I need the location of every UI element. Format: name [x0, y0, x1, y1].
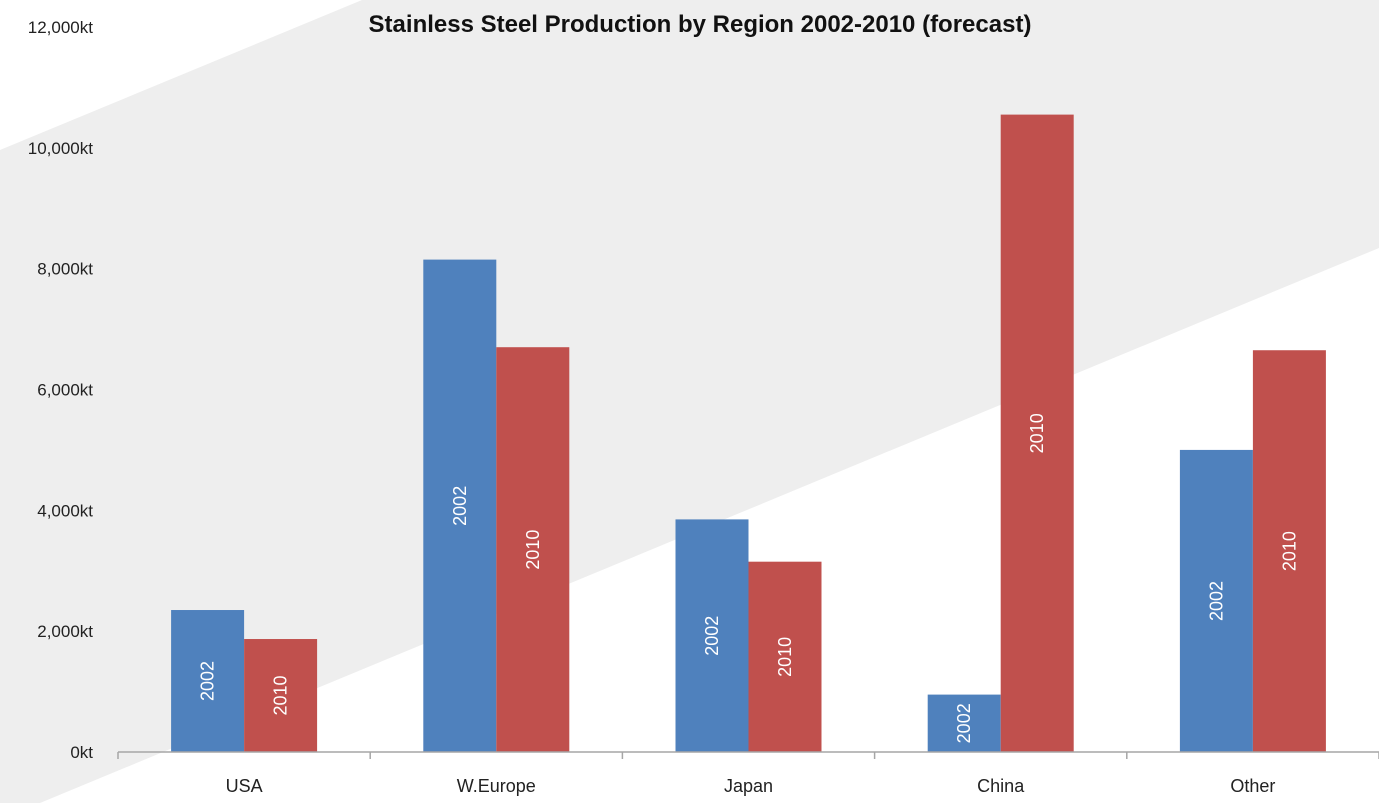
bar-2010-usa [244, 639, 318, 752]
bar-2010-japan [748, 561, 822, 752]
bar-data-label: 2010 [1279, 531, 1299, 571]
x-axis-labels: USA W.Europe Japan China Other [226, 776, 1276, 796]
bar-data-label: 2002 [702, 616, 722, 656]
bar-2010-other [1252, 350, 1326, 752]
bar-2010-w-europe [496, 347, 570, 752]
x-category-label: China [977, 776, 1025, 796]
bar-data-label: 2010 [775, 637, 795, 677]
bar-data-label: 2002 [1206, 581, 1226, 621]
x-category-label: USA [226, 776, 263, 796]
chart-title: Stainless Steel Production by Region 200… [369, 11, 1032, 38]
y-tick-label: 6,000kt [37, 381, 93, 400]
y-tick-label: 10,000kt [28, 139, 93, 158]
bar-2002-japan [675, 519, 749, 752]
bar-2002-usa [171, 610, 245, 752]
bar-labels: 2002 2010 2002 2010 2002 2010 2002 2010 2002 2010 [198, 413, 1300, 743]
bar-data-label: 2010 [523, 530, 543, 570]
bars [171, 114, 1326, 752]
y-tick-label: 2,000kt [37, 622, 93, 641]
bar-2002-china [927, 694, 1001, 752]
y-tick-label: 8,000kt [37, 260, 93, 279]
bar-data-label: 2010 [1027, 413, 1047, 453]
y-tick-label: 12,000kt [28, 18, 93, 37]
bar-data-label: 2002 [450, 486, 470, 526]
x-category-label: W.Europe [457, 776, 536, 796]
y-axis-labels: 0kt 2,000kt 4,000kt 6,000kt 8,000kt 10,000kt 1… [28, 18, 94, 762]
x-category-label: Japan [724, 776, 773, 796]
bar-data-label: 2002 [954, 703, 974, 743]
bar-2002-other [1179, 449, 1253, 752]
bar-data-label: 2002 [198, 661, 218, 701]
x-axis-ticks [117, 752, 1379, 759]
y-tick-label: 0kt [70, 743, 93, 762]
background-wedge [0, 0, 362, 150]
bar-2002-w-europe [423, 259, 497, 752]
bar-data-label: 2010 [271, 675, 291, 715]
x-category-label: Other [1230, 776, 1275, 796]
y-tick-label: 4,000kt [37, 501, 93, 520]
bar-2010-china [1000, 114, 1074, 752]
